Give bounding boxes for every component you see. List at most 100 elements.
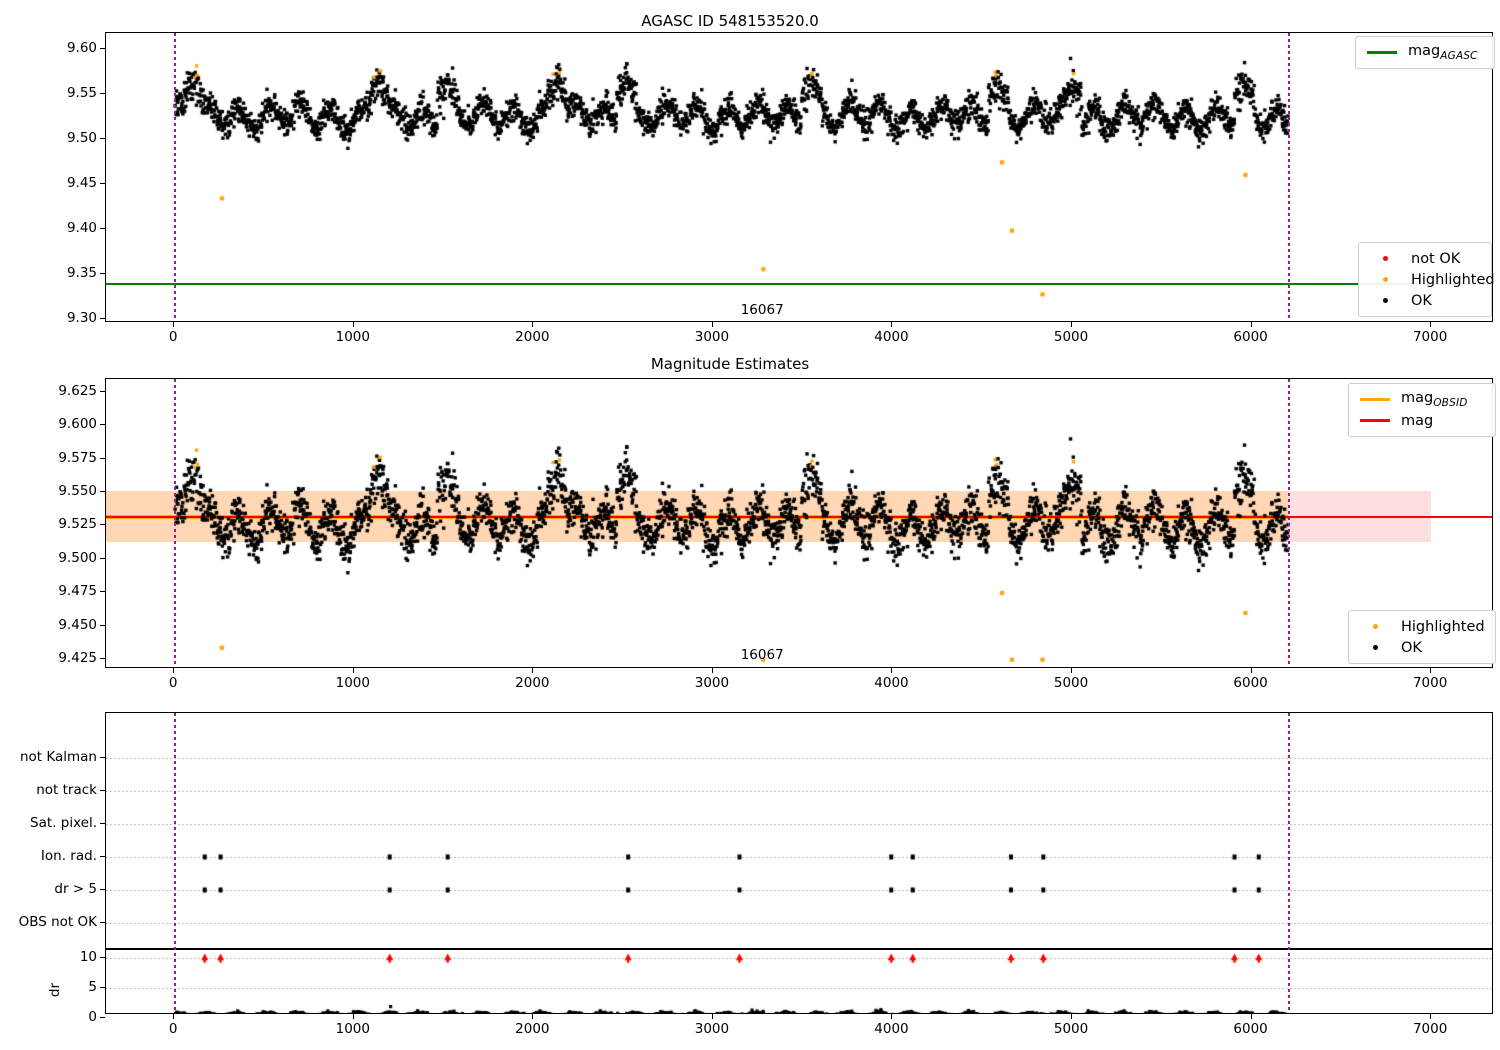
x-tick-mark (1430, 1014, 1432, 1019)
y-tick-mark (100, 227, 105, 229)
y-tick-mark (100, 93, 105, 95)
y-tick-label: not track (36, 782, 97, 798)
x-tick-label: 4000 (874, 1021, 909, 1037)
x-tick-label: 5000 (1053, 675, 1089, 691)
legend-entry: magAGASC (1365, 42, 1485, 63)
legend-dot-swatch (1382, 277, 1388, 282)
flags-and-dr-panel (105, 712, 1493, 1014)
x-tick-mark (532, 668, 534, 673)
legend-label: OK (1401, 639, 1422, 656)
legend-dot-swatch (1382, 256, 1388, 261)
x-tick-mark (532, 1014, 534, 1019)
obsid-boundary-line (1287, 713, 1290, 1013)
x-tick-label: 7000 (1412, 675, 1448, 691)
legend-label: not OK (1411, 250, 1461, 267)
x-tick-label: 4000 (874, 329, 909, 345)
obsid-boundary-line (1287, 33, 1290, 321)
y-tick-mark (100, 987, 105, 988)
x-tick-mark (352, 668, 354, 673)
y-tick-mark (100, 957, 105, 958)
y-tick-label: 0 (88, 1009, 97, 1025)
y-tick-label: 9.40 (66, 219, 97, 236)
y-tick-label: 10 (79, 949, 97, 965)
y-tick-mark (100, 272, 105, 274)
y-tick-mark (100, 524, 105, 526)
legend-entry: mag (1358, 410, 1486, 431)
x-tick-label: 7000 (1412, 1021, 1448, 1037)
y-tick-mark (100, 856, 105, 857)
x-tick-mark (711, 1014, 713, 1019)
figure-title: AGASC ID 548153520.0 (641, 12, 819, 30)
x-tick-label: 2000 (515, 675, 550, 691)
y-tick-label: 9.35 (66, 264, 97, 281)
x-tick-label: 4000 (874, 675, 909, 691)
x-tick-label: 6000 (1233, 329, 1268, 345)
y-tick-label: Ion. rad. (40, 848, 97, 864)
y-tick-label: 9.50 (66, 129, 97, 146)
obsid-boundary-line (174, 379, 177, 667)
legend-label: mag (1401, 412, 1434, 429)
x-tick-mark (173, 668, 175, 673)
y-tick-label: dr > 5 (54, 881, 97, 897)
middle-panel-title: Magnitude Estimates (650, 355, 810, 373)
x-tick-label: 6000 (1233, 675, 1268, 691)
y-tick-mark (100, 457, 105, 459)
top-marker-legend: not OK Highlighted OK (1358, 242, 1495, 317)
x-tick-label: 0 (168, 675, 178, 691)
legend-key (1358, 645, 1392, 650)
y-tick-mark (100, 317, 105, 319)
x-tick-label: 2000 (515, 329, 550, 345)
legend-entry: Highlighted (1368, 269, 1495, 290)
x-tick-label: 7000 (1412, 329, 1448, 345)
obsid-annotation: 16067 (740, 647, 784, 664)
y-tick-mark (100, 823, 105, 824)
legend-line-swatch (1360, 398, 1390, 401)
x-tick-label: 1000 (335, 329, 370, 345)
x-tick-label: 1000 (335, 1021, 370, 1037)
x-tick-mark (173, 322, 175, 327)
y-tick-label: 9.625 (58, 382, 97, 399)
obsid-boundary-line (1287, 379, 1290, 667)
magnitude-estimates-panel (105, 378, 1493, 668)
x-tick-mark (1250, 322, 1252, 327)
x-tick-label: 0 (168, 329, 178, 345)
top-line-legend: magAGASC (1355, 36, 1495, 69)
y-tick-label: 9.450 (58, 616, 97, 633)
dr-axis-label: dr (47, 983, 64, 998)
x-tick-mark (1071, 668, 1073, 673)
legend-entry: not OK (1368, 248, 1482, 269)
y-tick-mark (100, 137, 105, 139)
legend-key (1358, 624, 1392, 629)
legend-label: Highlighted (1411, 271, 1495, 288)
y-tick-mark (100, 48, 105, 50)
legend-key (1368, 298, 1402, 303)
middle-line-legend: magOBSID mag (1348, 383, 1496, 437)
y-tick-label: 9.500 (58, 549, 97, 566)
legend-label: Highlighted (1401, 618, 1485, 635)
x-tick-label: 3000 (694, 675, 730, 691)
x-tick-mark (1071, 1014, 1073, 1019)
legend-label: magOBSID (1401, 390, 1468, 409)
x-tick-mark (1071, 322, 1073, 327)
y-tick-mark (100, 591, 105, 593)
legend-label: OK (1411, 292, 1432, 309)
legend-key (1368, 256, 1402, 261)
x-tick-mark (352, 322, 354, 327)
legend-line-swatch (1360, 419, 1390, 422)
x-tick-label: 3000 (694, 329, 730, 345)
y-tick-label: Sat. pixel. (30, 815, 97, 831)
y-tick-mark (100, 557, 105, 559)
obsid-boundary-line (174, 713, 177, 1013)
y-tick-mark (100, 624, 105, 626)
x-tick-mark (891, 322, 893, 327)
flag-and-dr-markers (106, 713, 1492, 1013)
x-tick-mark (532, 322, 534, 327)
legend-dot-swatch (1382, 298, 1388, 303)
x-tick-label: 0 (168, 1021, 178, 1037)
legend-entry: Highlighted (1358, 616, 1486, 637)
x-tick-label: 2000 (515, 1021, 550, 1037)
y-tick-label: 9.550 (58, 482, 97, 499)
x-tick-label: 5000 (1053, 329, 1089, 345)
y-tick-label: 9.45 (66, 174, 97, 191)
